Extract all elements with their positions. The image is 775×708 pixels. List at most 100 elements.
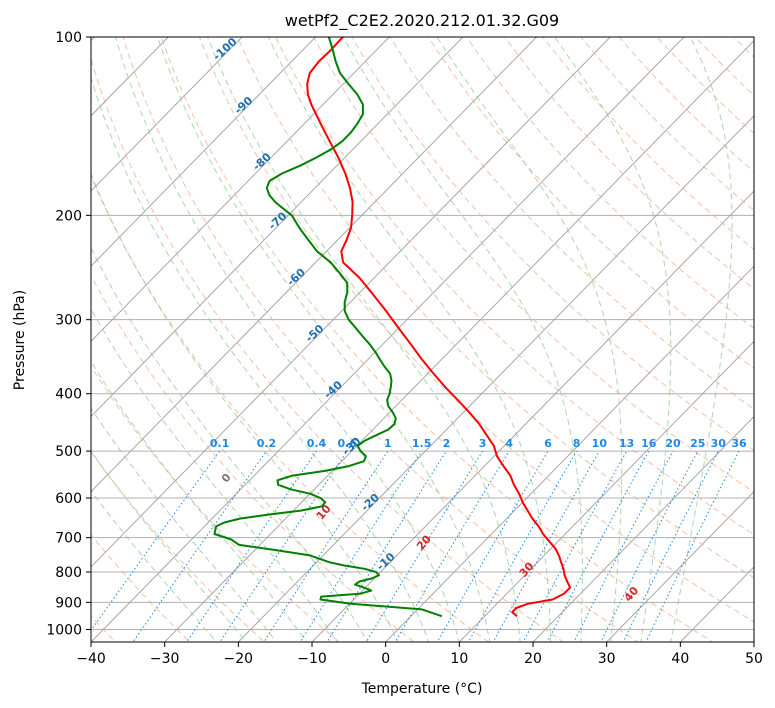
isotherm-line <box>311 190 754 642</box>
mixing-ratio-label: 25 <box>690 437 705 450</box>
y-axis-label: Pressure (hPa) <box>12 290 28 390</box>
dry-adiabat-line <box>351 37 754 451</box>
pressure-gridlines <box>91 36 754 630</box>
x-tick-label: −20 <box>224 651 254 667</box>
dry-adiabat-line <box>580 37 754 212</box>
line-labels: 0.1 0.2 0.4 0.6 1 1.5 2 3 4 6 8 10 13 16 20 25 30 36 -100 -… <box>210 35 747 604</box>
isotherm-line <box>606 491 754 642</box>
mixing-ratio-label: 0.6 <box>338 437 358 450</box>
dry-adiabat-line <box>694 37 754 97</box>
y-tick-label: 1000 <box>46 622 82 638</box>
mixing-ratio-label: 13 <box>619 437 634 450</box>
dry-adiabat-line <box>91 533 191 642</box>
y-tick-label: 600 <box>55 491 82 507</box>
moist-adiabat-line <box>670 37 733 642</box>
mixing-ratio-line <box>219 450 348 642</box>
mixing-ratio-line <box>263 450 389 642</box>
mixing-ratio-label: 16 <box>641 437 657 450</box>
dry-adiabat-line <box>656 37 754 135</box>
x-tick-label: 30 <box>598 651 616 667</box>
moist-adiabat-line <box>553 37 672 642</box>
x-tick-label: 10 <box>450 651 468 667</box>
y-tick-label: 200 <box>55 208 82 224</box>
y-tick-label: 100 <box>55 30 82 46</box>
mixing-ratio-line <box>394 450 510 642</box>
mixing-ratio-label: 2 <box>443 437 451 450</box>
chart-title: wetPf2_C2E2.2020.212.01.32.G09 <box>285 11 559 31</box>
mixing-ratio-line <box>622 450 719 642</box>
mixing-ratio-line <box>600 450 699 642</box>
mixing-ratio-label: 3 <box>479 437 487 450</box>
moist-adiabat-line <box>91 307 338 642</box>
profile-series <box>213 37 572 618</box>
moist-adiabat-line <box>156 37 491 642</box>
isotherm-line <box>91 37 464 418</box>
dry-adiabat-line <box>91 57 565 642</box>
temperature-line <box>306 37 572 617</box>
isotherm-line <box>532 415 754 642</box>
dry-adiabat-line <box>275 37 754 536</box>
mixing-ratio-line <box>436 450 549 642</box>
dry-adiabat-line <box>313 37 754 493</box>
x-tick-label: 40 <box>671 651 689 667</box>
dry-adiabat-label: 10 <box>314 502 334 522</box>
mixing-ratio-line <box>132 450 267 642</box>
dry-adiabat-label: 20 <box>414 532 434 552</box>
dry-adiabat-line <box>91 451 266 642</box>
dry-adiabat-line <box>618 37 754 173</box>
mixing-ratio-label: 30 <box>711 437 727 450</box>
moist-adiabat-line <box>207 37 521 642</box>
x-tick-label: 50 <box>745 651 763 667</box>
isotherm-line <box>679 566 754 642</box>
y-axis: 100 200 300 400 500 600 700 800 900 1000 <box>46 30 91 638</box>
isotherm-line <box>385 265 754 642</box>
isotherm-line <box>91 37 611 568</box>
dry-adiabat-line <box>160 37 714 642</box>
moist-adiabat-lines <box>91 37 733 642</box>
thermo-lines <box>91 10 775 654</box>
dry-adiabat-line <box>91 365 341 642</box>
mixing-ratio-line <box>492 450 600 642</box>
isotherm-line <box>237 115 754 642</box>
moist-adiabat-line <box>91 489 218 642</box>
x-axis: −40 −30 −20 −10 0 10 20 30 40 50 <box>76 642 763 667</box>
isotherm-label: -50 <box>303 322 327 345</box>
isotherm-label: -20 <box>359 491 383 514</box>
dry-adiabat-line <box>237 37 754 579</box>
x-tick-label: 0 <box>381 651 390 667</box>
plot-frame <box>90 36 755 643</box>
x-axis-label: Temperature (°C) <box>361 681 483 697</box>
mixing-ratio-line <box>186 450 317 642</box>
isotherm-label: -80 <box>250 150 274 173</box>
moist-adiabat-line <box>267 37 552 642</box>
y-tick-label: 500 <box>55 444 82 460</box>
y-tick-label: 400 <box>55 387 82 403</box>
mixing-ratio-label: 1.5 <box>412 437 432 450</box>
y-tick-label: 900 <box>55 595 82 611</box>
isotherm-line <box>91 37 317 267</box>
mixing-ratio-lines <box>91 450 740 642</box>
dry-adiabat-label: 30 <box>517 559 537 579</box>
mixing-ratio-line <box>299 450 423 642</box>
dry-adiabat-line <box>745 10 775 654</box>
mixing-ratio-label: 36 <box>731 437 747 450</box>
dewpoint-line <box>213 37 443 618</box>
x-tick-label: −40 <box>76 651 106 667</box>
y-tick-label: 300 <box>55 313 82 329</box>
y-tick-label: 700 <box>55 531 82 547</box>
mixing-ratio-label: 0.1 <box>210 437 230 450</box>
mixing-ratio-line <box>645 450 740 642</box>
dry-adiabat-line <box>91 274 415 642</box>
moist-adiabat-line <box>91 360 308 642</box>
dry-adiabat-line <box>504 37 754 290</box>
isotherm-label: -100 <box>210 35 239 63</box>
mixing-ratio-line <box>91 450 221 632</box>
x-tick-label: −10 <box>297 651 327 667</box>
moist-adiabat-line <box>114 37 460 642</box>
mixing-ratio-label: 1 <box>384 437 392 450</box>
dry-adiabat-label: 0 <box>219 471 234 485</box>
isotherm-label: -90 <box>232 94 256 117</box>
moist-adiabat-line <box>436 37 623 642</box>
mixing-ratio-label: 0.4 <box>307 437 327 450</box>
